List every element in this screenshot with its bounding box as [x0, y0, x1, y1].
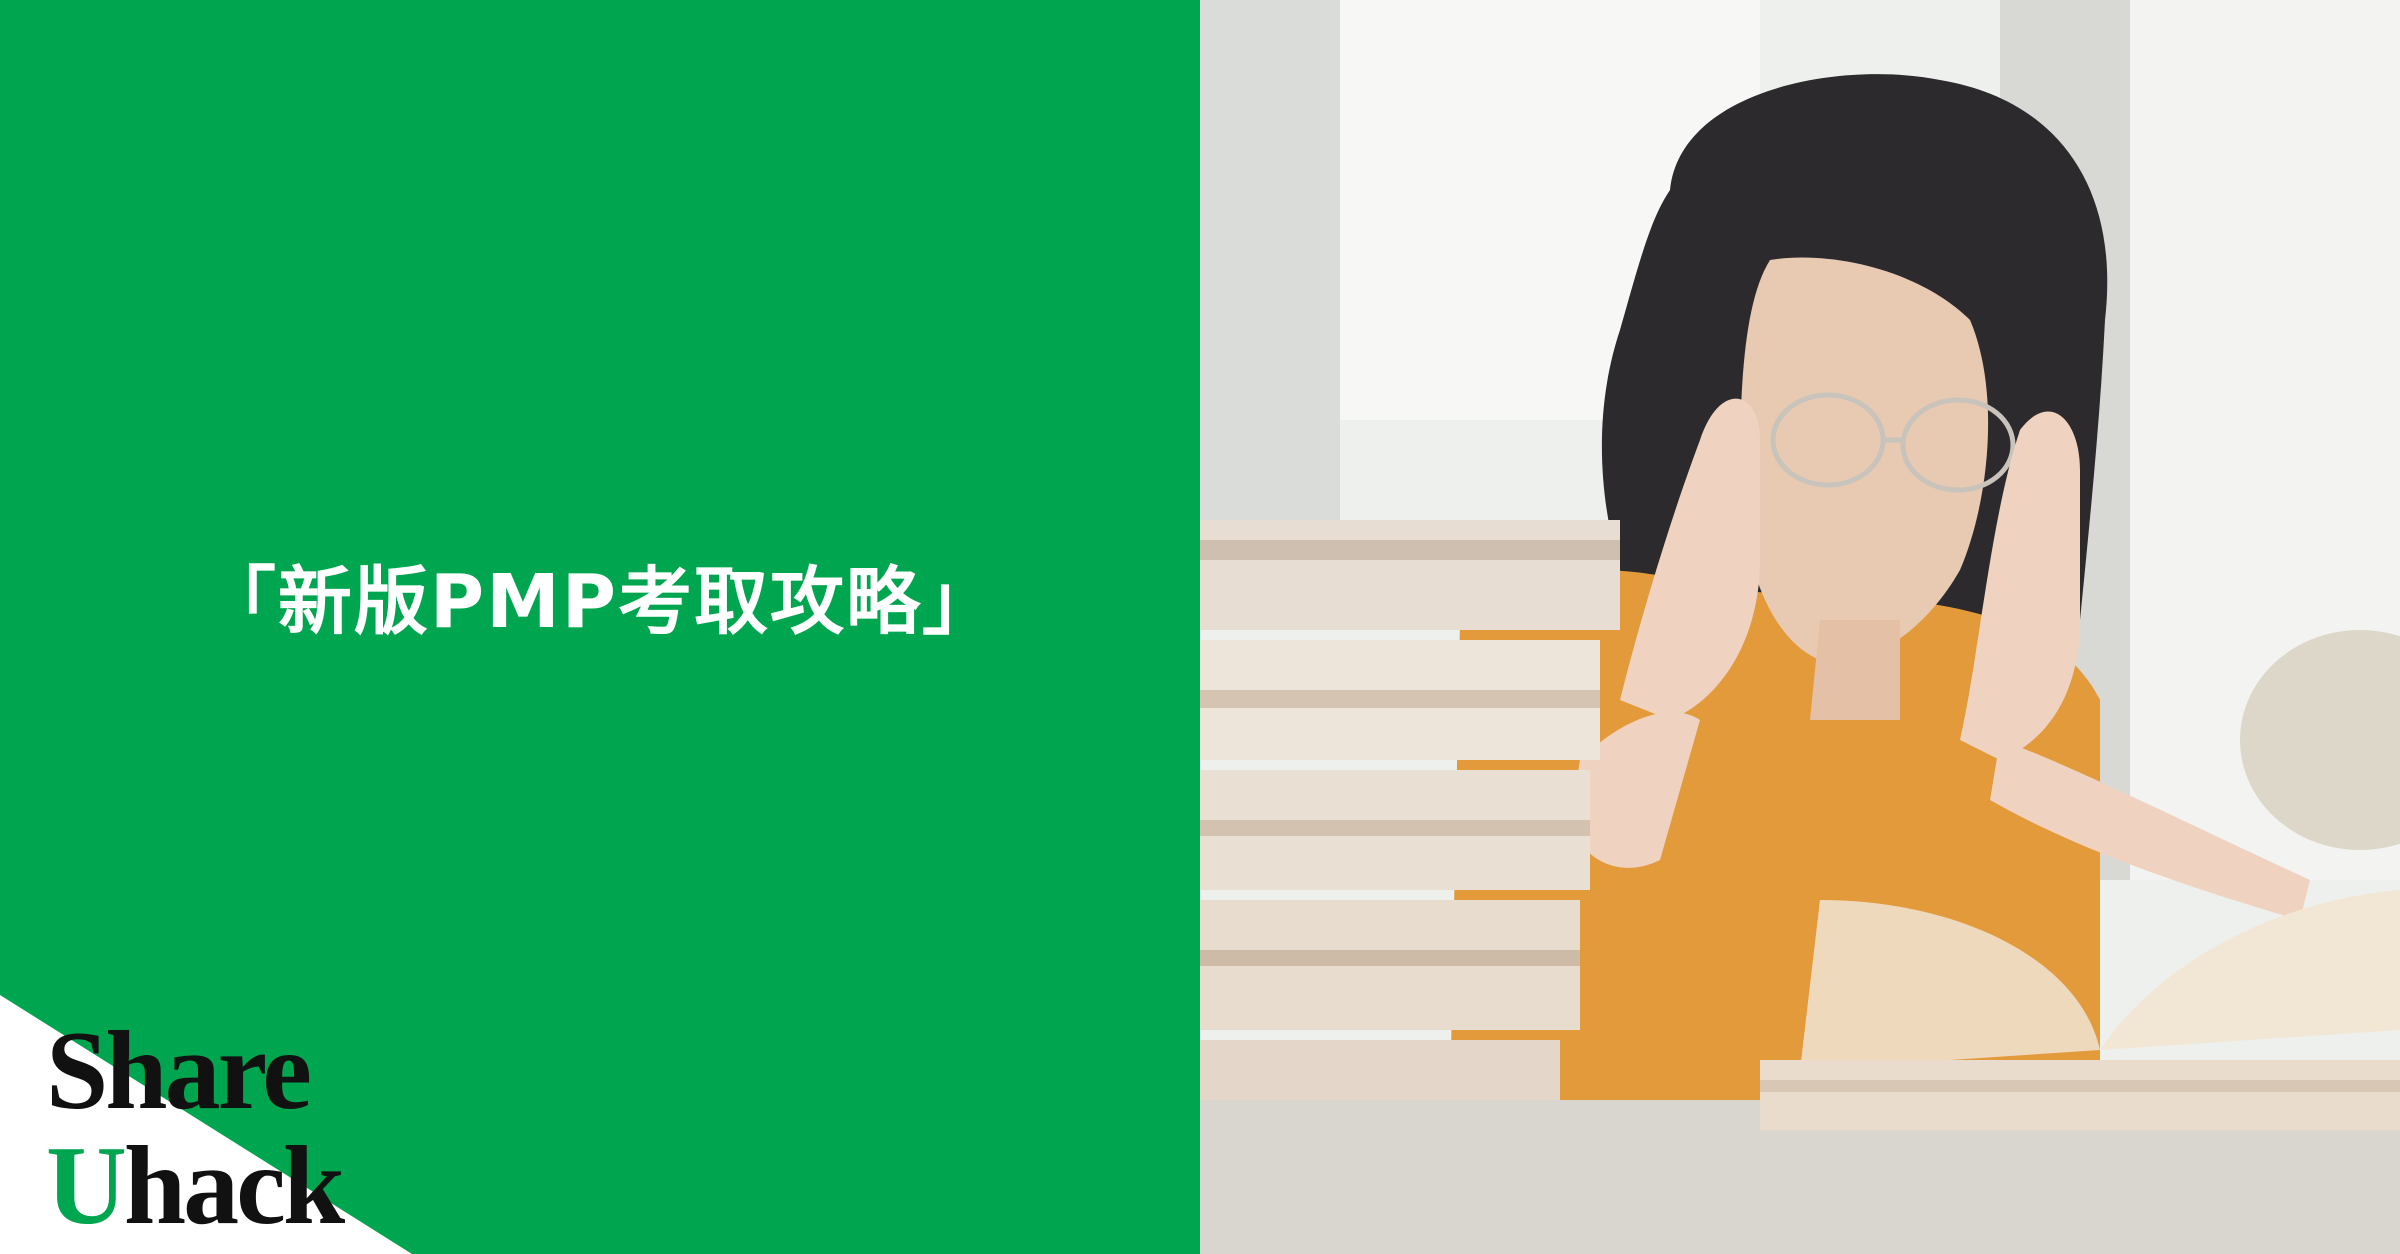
hero-photo	[1200, 0, 2400, 1254]
headline: 「新版PMP考取攻略」	[201, 558, 999, 645]
photo-woman-studying-icon	[1200, 0, 2400, 1254]
logo-uhack-text: Uhack	[46, 1130, 345, 1242]
hero-green-panel: 「新版PMP考取攻略」 Share Uhack	[0, 0, 1200, 1254]
logo-uhack-first: U	[46, 1124, 127, 1248]
logo-share-first: S	[46, 1009, 108, 1133]
logo-share-rest: hare	[105, 1009, 312, 1133]
logo-uhack-rest: hack	[123, 1124, 345, 1248]
logo-white-triangle	[0, 995, 412, 1254]
logo-share-text: Share	[46, 1015, 312, 1127]
